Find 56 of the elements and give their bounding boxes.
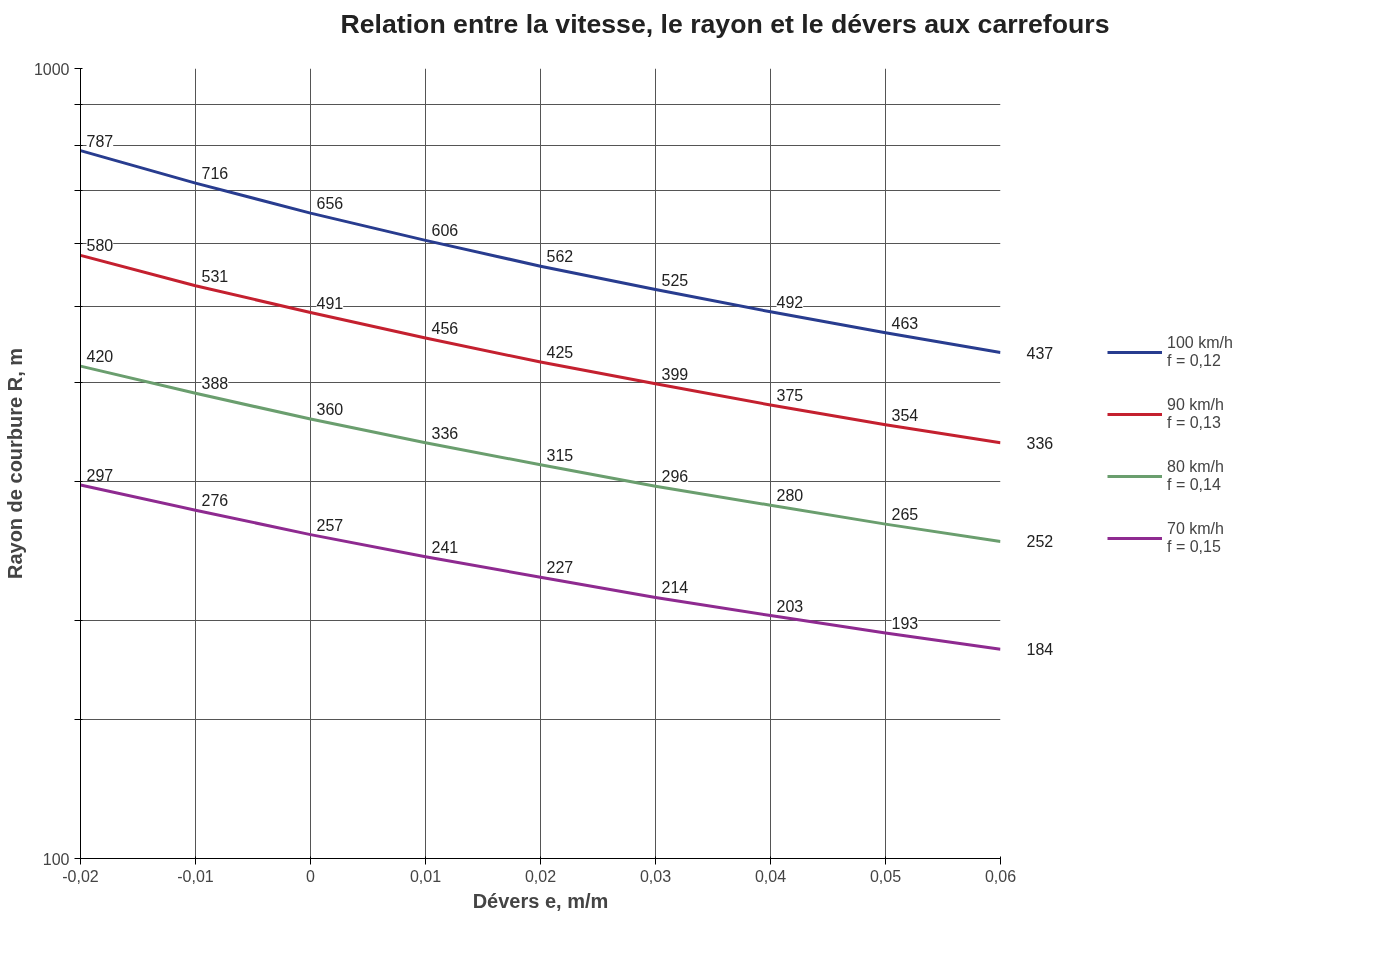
y-axis-title: Rayon de courbure R, m bbox=[3, 348, 26, 580]
x-tick-label: 0,05 bbox=[869, 867, 902, 885]
legend-label: 90 km/h f = 0,13 bbox=[1167, 395, 1224, 434]
x-tick-label: 0,01 bbox=[409, 867, 442, 885]
y-tick-label: 100 bbox=[42, 850, 70, 868]
data-label: 525 bbox=[661, 271, 689, 289]
data-label: 580 bbox=[86, 237, 114, 255]
data-label: 360 bbox=[316, 401, 344, 419]
line-series bbox=[80, 364, 1001, 543]
data-label: 492 bbox=[776, 293, 804, 311]
x-tick-label: -0,01 bbox=[177, 867, 214, 885]
data-label: 399 bbox=[661, 365, 689, 383]
legend-label: 100 km/h f = 0,12 bbox=[1167, 333, 1233, 372]
data-label: 184 bbox=[1026, 641, 1054, 659]
data-label: 425 bbox=[546, 344, 574, 362]
data-label: 437 bbox=[1026, 344, 1054, 362]
data-label: 787 bbox=[86, 132, 114, 150]
data-label: 491 bbox=[316, 294, 344, 312]
data-label: 265 bbox=[891, 506, 919, 524]
data-label: 315 bbox=[546, 446, 574, 464]
line-series bbox=[80, 483, 1001, 651]
data-label: 336 bbox=[1026, 434, 1054, 452]
x-tick-label: 0,03 bbox=[639, 867, 672, 885]
chart-title: Relation entre la vitesse, le rayon et le dévers aux carrefours bbox=[340, 8, 1110, 41]
y-tick-label: 1000 bbox=[33, 60, 70, 78]
data-label: 420 bbox=[86, 348, 114, 366]
data-label: 562 bbox=[546, 248, 574, 266]
x-tick-label: 0,06 bbox=[984, 867, 1017, 885]
data-label: 463 bbox=[891, 314, 919, 332]
data-label: 656 bbox=[316, 195, 344, 213]
data-label: 354 bbox=[891, 406, 919, 424]
data-label: 297 bbox=[86, 467, 114, 485]
data-label: 388 bbox=[201, 375, 229, 393]
data-label: 227 bbox=[546, 559, 574, 577]
data-label: 606 bbox=[431, 222, 459, 240]
data-label: 252 bbox=[1026, 533, 1054, 551]
data-label: 716 bbox=[201, 165, 229, 183]
data-label: 203 bbox=[776, 597, 804, 615]
data-label: 531 bbox=[201, 267, 229, 285]
data-label: 276 bbox=[201, 492, 229, 510]
x-tick-label: 0,02 bbox=[524, 867, 557, 885]
x-tick-label: -0,02 bbox=[62, 867, 99, 885]
data-label: 456 bbox=[431, 320, 459, 338]
legend-label: 80 km/h f = 0,14 bbox=[1167, 457, 1224, 496]
data-label: 336 bbox=[431, 424, 459, 442]
data-label: 241 bbox=[431, 538, 459, 556]
data-label: 280 bbox=[776, 487, 804, 505]
data-label: 296 bbox=[661, 468, 689, 486]
data-label: 257 bbox=[316, 516, 344, 534]
data-label: 375 bbox=[776, 387, 804, 405]
x-tick-label: 0 bbox=[306, 867, 316, 885]
data-label: 193 bbox=[891, 615, 919, 632]
x-tick-label: 0,04 bbox=[754, 867, 787, 885]
data-label: 214 bbox=[661, 579, 689, 597]
x-axis-title: Dévers e, m/m bbox=[472, 889, 609, 912]
legend-label: 70 km/h f = 0,15 bbox=[1167, 519, 1224, 558]
